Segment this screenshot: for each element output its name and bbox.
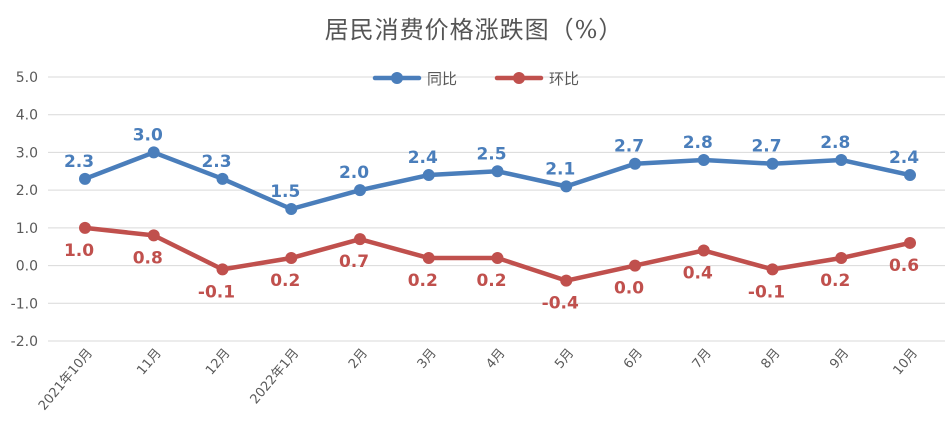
x-tick-label: 3月: [415, 346, 440, 372]
x-tick-label: 6月: [621, 346, 646, 372]
data-label: 2.4: [408, 148, 438, 168]
data-label: 2.4: [889, 148, 919, 168]
data-label: 2.1: [545, 159, 575, 179]
y-tick-label: -1.0: [11, 296, 38, 312]
data-label: -0.1: [198, 282, 235, 302]
y-tick-label: 0.0: [16, 259, 38, 275]
data-label: 2.7: [751, 137, 781, 157]
x-tick-label: 7月: [690, 346, 715, 372]
x-tick-label: 2021年10月: [36, 346, 96, 414]
data-point: [354, 184, 366, 197]
data-label: 0.2: [408, 271, 438, 291]
x-tick-label: 4月: [483, 346, 508, 372]
legend-label: 环比: [549, 70, 579, 88]
y-tick-label: -2.0: [11, 334, 38, 350]
legend-marker: [391, 72, 403, 84]
data-label: 0.2: [476, 271, 506, 291]
data-point: [79, 221, 91, 234]
data-label: 0.8: [133, 248, 163, 268]
data-point: [147, 229, 160, 242]
x-tick-label: 12月: [203, 346, 233, 378]
data-label: 2.8: [683, 133, 713, 153]
data-label: 0.2: [270, 271, 300, 291]
data-label: 1.0: [64, 241, 94, 261]
data-label: 0.2: [820, 271, 850, 291]
data-point: [285, 252, 298, 265]
data-point: [354, 233, 366, 246]
y-tick-label: 1.0: [16, 221, 38, 237]
y-tick-label: 4.0: [16, 108, 38, 124]
data-label: 0.0: [614, 279, 644, 299]
y-tick-label: 5.0: [16, 70, 38, 86]
y-tick-label: 3.0: [16, 145, 38, 161]
data-point: [285, 203, 298, 215]
data-point: [422, 252, 435, 265]
data-point: [216, 263, 229, 276]
legend-label: 同比: [427, 70, 457, 88]
data-label: 2.0: [339, 163, 369, 183]
data-point: [629, 157, 641, 170]
x-tick-label: 10月: [891, 346, 921, 378]
x-tick-label: 5月: [552, 346, 577, 372]
data-label: 0.7: [339, 252, 369, 272]
data-point: [560, 180, 573, 193]
data-point: [216, 172, 229, 185]
data-point: [491, 165, 504, 178]
data-point: [835, 252, 848, 265]
data-label: 3.0: [133, 125, 163, 145]
data-point: [560, 274, 573, 287]
y-tick-label: 2.0: [16, 183, 38, 199]
legend-marker: [513, 72, 525, 84]
data-point: [697, 153, 710, 166]
data-point: [422, 169, 435, 182]
data-point: [79, 172, 91, 185]
data-point: [766, 157, 779, 170]
data-point: [835, 153, 848, 166]
data-point: [697, 244, 710, 257]
x-tick-label: 2022年1月: [248, 346, 303, 407]
x-tick-label: 9月: [827, 346, 852, 372]
data-label: 1.5: [270, 182, 300, 202]
data-label: 0.4: [683, 263, 713, 283]
data-label: 2.8: [820, 133, 850, 153]
data-label: 2.7: [614, 137, 644, 157]
data-label: 0.6: [889, 256, 919, 276]
data-label: -0.4: [542, 294, 579, 314]
data-point: [904, 169, 916, 182]
x-tick-label: 11月: [134, 346, 164, 378]
data-label: -0.1: [748, 282, 785, 302]
data-label: 2.3: [201, 152, 231, 172]
data-point: [147, 146, 160, 159]
x-tick-label: 8月: [758, 346, 783, 372]
data-point: [629, 259, 641, 272]
data-point: [491, 252, 504, 265]
data-point: [766, 263, 779, 276]
data-point: [904, 236, 916, 249]
x-tick-label: 2月: [346, 346, 371, 372]
chart-title: 居民消费价格涨跌图（%）: [324, 16, 624, 44]
data-label: 2.5: [476, 144, 506, 164]
data-label: 2.3: [64, 152, 94, 172]
